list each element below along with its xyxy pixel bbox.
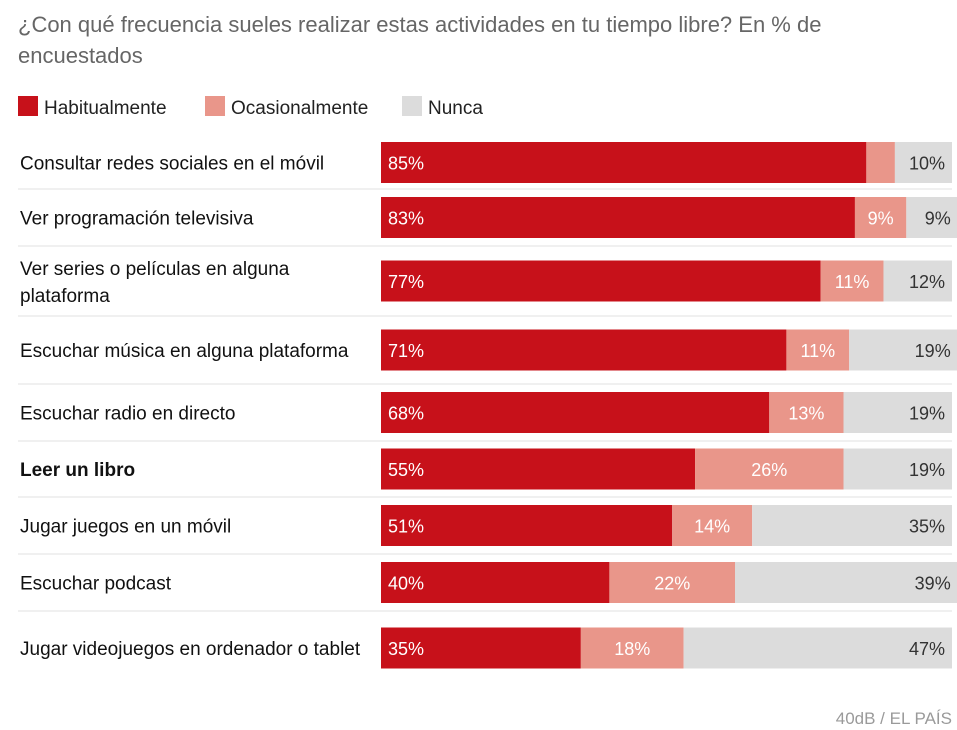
bar-segment — [906, 197, 957, 238]
bar-segment — [820, 260, 884, 302]
data-label: 19% — [909, 460, 945, 480]
category-label: Consultar redes sociales en el móvil — [20, 154, 324, 175]
data-label: 19% — [915, 341, 951, 361]
legend-label: Ocasionalmente — [231, 98, 368, 119]
chart-title: ¿Con qué frecuencia sueles realizar esta… — [18, 12, 821, 68]
bar-segment — [843, 392, 952, 433]
data-label: 14% — [694, 517, 730, 537]
bar-segment — [894, 142, 952, 183]
bar-segment — [381, 392, 770, 433]
bar-segment — [683, 627, 952, 669]
legend-label: Nunca — [428, 98, 483, 119]
data-label: 40% — [388, 574, 424, 594]
bar-segment — [381, 260, 821, 302]
category-label: Escuchar podcast — [20, 574, 172, 595]
category-label: Leer un libro — [20, 460, 135, 481]
source-credit: 40dB / EL PAÍS — [836, 709, 952, 728]
data-label: 35% — [388, 639, 424, 659]
category-label: Jugar videojuegos en ordenador o tablet — [20, 639, 361, 660]
bar-segment — [381, 448, 696, 490]
bar-segment — [381, 329, 787, 371]
bar-segment — [786, 329, 850, 371]
bar-segment — [883, 260, 952, 302]
bar-segment — [381, 197, 855, 238]
bar-segment — [843, 448, 952, 490]
bar-segment — [866, 142, 895, 183]
data-label: 26% — [751, 460, 787, 480]
bar-segment — [769, 392, 844, 433]
data-label: 13% — [788, 404, 824, 424]
bar-segment — [735, 562, 957, 603]
data-label: 55% — [388, 460, 424, 480]
category-label: Ver series o películas en alguna platafor… — [20, 259, 290, 307]
data-label: 19% — [909, 404, 945, 424]
category-label: Jugar juegos en un móvil — [20, 517, 231, 538]
bar-segment — [849, 329, 957, 371]
data-label: 9% — [925, 209, 951, 229]
data-label: 22% — [654, 574, 690, 594]
bar-segment — [609, 562, 736, 603]
legend-label: Habitualmente — [44, 98, 167, 119]
data-label: 77% — [388, 272, 424, 292]
data-label: 11% — [835, 272, 870, 292]
data-label: 39% — [915, 574, 951, 594]
data-label: 9% — [868, 209, 894, 229]
legend-swatch — [205, 96, 225, 116]
bar-segment — [695, 448, 844, 490]
data-label: 35% — [909, 517, 945, 537]
category-label: Ver programación televisiva — [20, 209, 254, 230]
data-label: 11% — [800, 341, 835, 361]
bar-segment — [381, 627, 581, 669]
bar-segment — [381, 142, 867, 183]
data-label: 71% — [388, 341, 424, 361]
bar-segment — [854, 197, 907, 238]
data-label: 51% — [388, 517, 424, 537]
data-label: 83% — [388, 209, 424, 229]
bar-segment — [580, 627, 684, 669]
category-label: Escuchar música en alguna plataforma — [20, 341, 349, 362]
category-label: Escuchar radio en directo — [20, 404, 235, 425]
bar-segment — [381, 505, 673, 546]
data-label: 47% — [909, 639, 945, 659]
bar-segment — [752, 505, 952, 546]
data-label: 85% — [388, 154, 424, 174]
bar-segment — [381, 562, 610, 603]
data-label: 68% — [388, 404, 424, 424]
data-label: 18% — [614, 639, 650, 659]
legend-swatch — [402, 96, 422, 116]
data-label: 10% — [909, 154, 945, 174]
bar-segment — [672, 505, 753, 546]
data-label: 12% — [909, 272, 945, 292]
legend-swatch — [18, 96, 38, 116]
